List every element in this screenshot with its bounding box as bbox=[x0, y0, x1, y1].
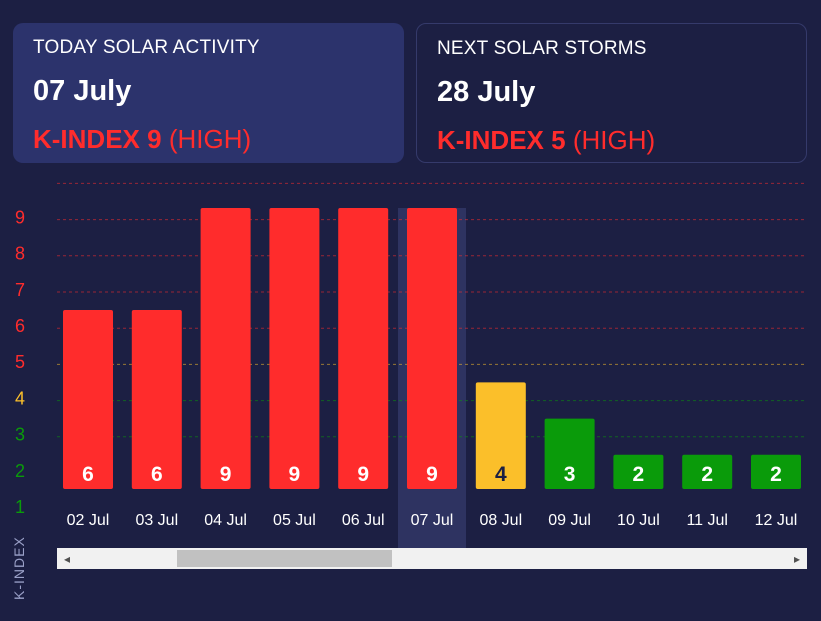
bar-value-label: 6 bbox=[151, 463, 163, 486]
bar-09-jul[interactable] bbox=[544, 418, 595, 489]
y-tick-label: 7 bbox=[15, 280, 25, 300]
x-tick-label: 07 Jul bbox=[411, 512, 454, 529]
scrollbar-thumb[interactable] bbox=[177, 550, 392, 567]
x-tick-label: 11 Jul bbox=[686, 512, 728, 529]
scrollbar-track[interactable] bbox=[57, 548, 807, 569]
bar-value-label: 3 bbox=[564, 463, 576, 486]
bar-10-jul[interactable] bbox=[613, 454, 664, 489]
y-axis-title: K-INDEX bbox=[11, 536, 27, 600]
bar-value-label: 2 bbox=[770, 463, 782, 486]
bar-value-label: 2 bbox=[701, 463, 713, 486]
today-card-title: TODAY SOLAR ACTIVITY bbox=[33, 37, 260, 58]
x-tick-label: 03 Jul bbox=[135, 512, 178, 529]
bar-value-label: 9 bbox=[289, 463, 301, 486]
y-tick-label: 3 bbox=[15, 425, 25, 445]
bar-07-jul[interactable] bbox=[407, 208, 457, 489]
bar-08-jul[interactable] bbox=[475, 382, 526, 489]
next-kindex-value: K-INDEX 5 bbox=[437, 125, 566, 155]
y-tick-label: 2 bbox=[15, 461, 25, 481]
y-tick-label: 9 bbox=[15, 207, 25, 227]
y-tick-label: 5 bbox=[15, 352, 25, 372]
scroll-left-arrow-icon[interactable]: ◂ bbox=[64, 552, 70, 566]
bar-12-jul[interactable] bbox=[751, 454, 801, 489]
bar-value-label: 9 bbox=[220, 463, 232, 486]
bar-value-label: 4 bbox=[495, 463, 507, 486]
today-card-date: 07 July bbox=[33, 75, 132, 107]
x-tick-label: 08 Jul bbox=[479, 512, 522, 529]
next-card-title: NEXT SOLAR STORMS bbox=[437, 38, 647, 59]
x-tick-label: 12 Jul bbox=[755, 512, 798, 529]
today-kindex: K-INDEX 9 (HIGH) bbox=[33, 124, 384, 155]
y-tick-label: 1 bbox=[15, 497, 25, 517]
bar-11-jul[interactable] bbox=[682, 454, 733, 489]
x-tick-label: 06 Jul bbox=[342, 512, 385, 529]
today-kindex-value: K-INDEX 9 bbox=[33, 124, 162, 154]
next-card-date: 28 July bbox=[437, 76, 536, 108]
scroll-right-arrow-icon[interactable]: ▸ bbox=[794, 552, 800, 566]
bar-02-jul[interactable] bbox=[63, 310, 113, 489]
x-tick-label: 05 Jul bbox=[273, 512, 316, 529]
bar-04-jul[interactable] bbox=[200, 208, 251, 489]
x-tick-label: 02 Jul bbox=[67, 512, 110, 529]
x-tick-label: 10 Jul bbox=[617, 512, 660, 529]
bar-value-label: 9 bbox=[357, 463, 369, 486]
bar-value-label: 6 bbox=[82, 463, 94, 486]
horizontal-scrollbar[interactable]: ◂ ▸ bbox=[57, 548, 807, 569]
x-tick-label: 09 Jul bbox=[548, 512, 591, 529]
today-solar-activity-card: TODAY SOLAR ACTIVITY 07 July K-INDEX 9 (… bbox=[13, 23, 404, 163]
bar-06-jul[interactable] bbox=[338, 208, 389, 489]
y-tick-label: 6 bbox=[15, 316, 25, 336]
bar-05-jul[interactable] bbox=[269, 208, 320, 489]
today-kindex-level: (HIGH) bbox=[168, 124, 252, 154]
y-tick-label: 4 bbox=[15, 388, 25, 408]
bar-value-label: 9 bbox=[426, 463, 438, 486]
next-kindex-level: (HIGH) bbox=[572, 125, 656, 155]
next-kindex: K-INDEX 5 (HIGH) bbox=[437, 125, 786, 156]
x-tick-label: 04 Jul bbox=[204, 512, 247, 529]
y-tick-label: 8 bbox=[15, 244, 25, 264]
bar-03-jul[interactable] bbox=[131, 310, 182, 489]
bar-value-label: 2 bbox=[633, 463, 645, 486]
next-solar-storms-card: NEXT SOLAR STORMS 28 July K-INDEX 5 (HIG… bbox=[416, 23, 807, 163]
